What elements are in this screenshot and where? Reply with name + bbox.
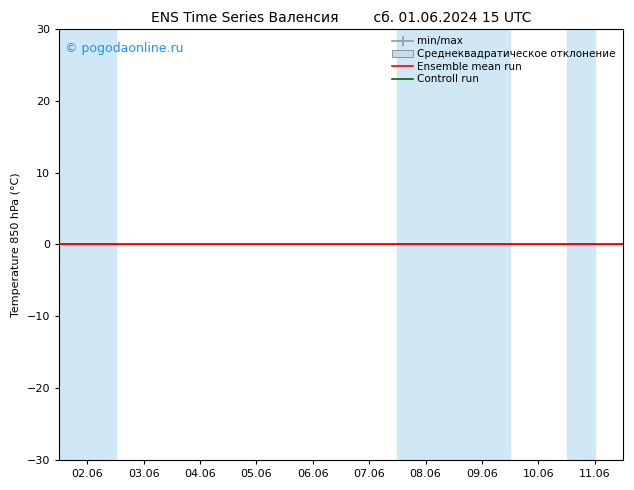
Text: © pogodaonline.ru: © pogodaonline.ru	[65, 42, 183, 55]
Bar	[567, 29, 595, 460]
Legend: min/max, Среднеквадратическое отклонение, Ensemble mean run, Controll run: min/max, Среднеквадратическое отклонение…	[390, 34, 618, 86]
Y-axis label: Temperature 850 hPa (°C): Temperature 850 hPa (°C)	[11, 172, 21, 317]
Bar	[59, 29, 115, 460]
Title: ENS Time Series Валенсия        сб. 01.06.2024 15 UTC: ENS Time Series Валенсия сб. 01.06.2024 …	[151, 11, 531, 25]
Bar	[398, 29, 510, 460]
